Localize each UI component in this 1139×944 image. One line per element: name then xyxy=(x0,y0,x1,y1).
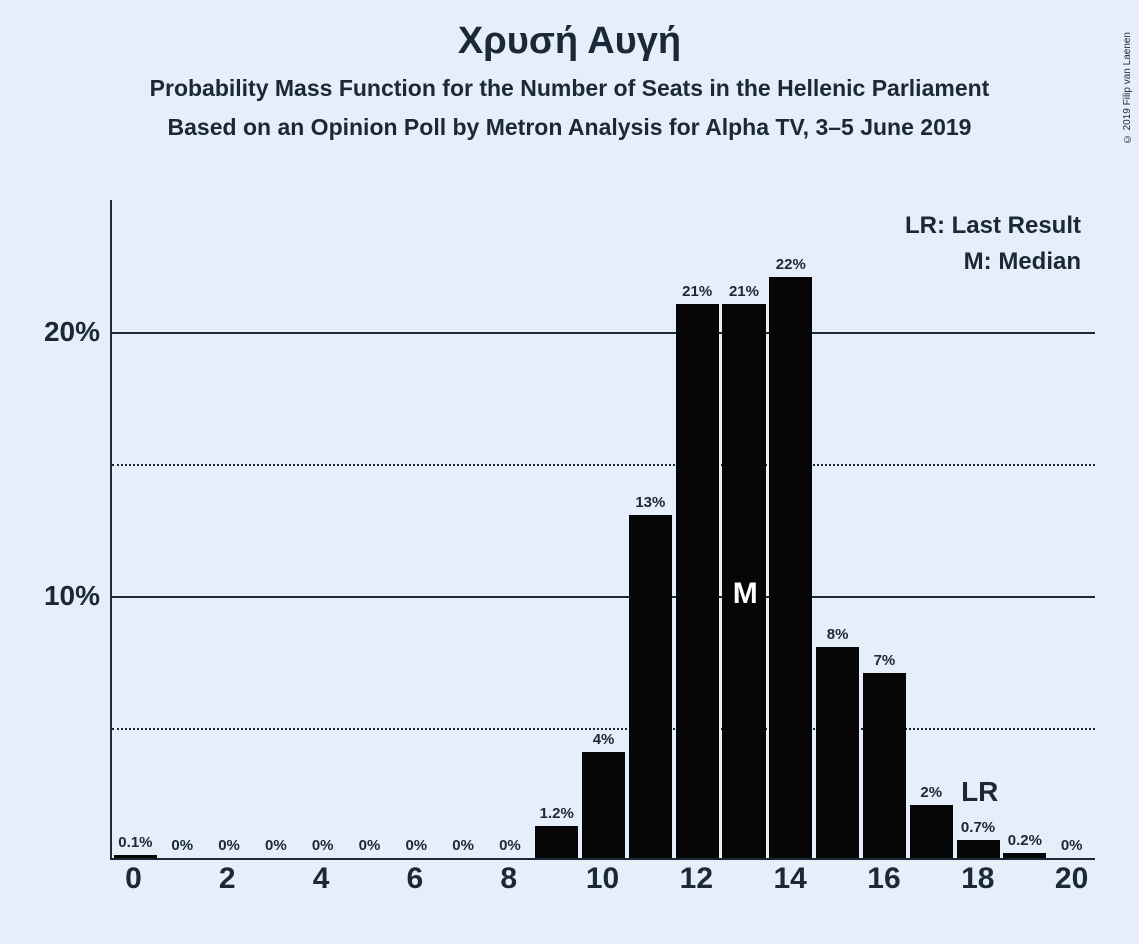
bar-slot: 0.2% xyxy=(1001,200,1048,858)
x-axis-labels: 0 2 4 6 8 10 12 14 16 18 20 xyxy=(110,862,1095,896)
x-axis-label: 14 xyxy=(767,862,814,896)
x-axis-label: 20 xyxy=(1048,862,1095,896)
chart-bars: 0.1%0%0%0%0%0%0%0%0%1.2%4%13%21%21%22%8%… xyxy=(112,200,1095,858)
bar-value-label: 0.1% xyxy=(118,834,152,851)
chart-subtitle-2: Based on an Opinion Poll by Metron Analy… xyxy=(0,114,1139,141)
x-axis-label xyxy=(532,862,579,896)
bar: 2% xyxy=(910,805,953,858)
bar: 1.2% xyxy=(535,826,578,858)
bar-value-label: 0% xyxy=(359,837,381,854)
x-axis-label xyxy=(438,862,485,896)
bar-slot: 7% xyxy=(861,200,908,858)
bar-slot: 0.7% xyxy=(955,200,1002,858)
bar-slot: 21% xyxy=(674,200,721,858)
copyright-text: © 2019 Filip van Laenen xyxy=(1122,32,1133,144)
x-axis-label xyxy=(907,862,954,896)
bar-slot: 4% xyxy=(580,200,627,858)
bar: 22% xyxy=(769,277,812,858)
bar-value-label: 0% xyxy=(452,837,474,854)
bar-slot: 0% xyxy=(299,200,346,858)
x-axis-label: 16 xyxy=(861,862,908,896)
bar: 4% xyxy=(582,752,625,858)
x-axis-label: 10 xyxy=(579,862,626,896)
x-axis-label xyxy=(814,862,861,896)
bar-slot: 0% xyxy=(159,200,206,858)
last-result-marker: LR xyxy=(961,776,998,808)
bar-slot: 0% xyxy=(206,200,253,858)
bar-slot: 0% xyxy=(346,200,393,858)
x-axis-label: 2 xyxy=(204,862,251,896)
bar-slot: 0% xyxy=(252,200,299,858)
bar: 0.2% xyxy=(1003,853,1046,858)
bar-value-label: 21% xyxy=(729,283,759,300)
x-axis-label: 6 xyxy=(391,862,438,896)
bar: 7% xyxy=(863,673,906,858)
chart-plot-area: LR: Last Result M: Median 10%20% 0.1%0%0… xyxy=(110,200,1095,860)
bar-value-label: 2% xyxy=(920,784,942,801)
bar-value-label: 0% xyxy=(265,837,287,854)
bar: 0.1% xyxy=(114,855,157,858)
bar-slot: 0% xyxy=(487,200,534,858)
median-marker: M xyxy=(733,577,758,611)
bar-value-label: 0% xyxy=(171,837,193,854)
x-axis-label: 4 xyxy=(298,862,345,896)
bar-value-label: 7% xyxy=(874,652,896,669)
bar-value-label: 0% xyxy=(312,837,334,854)
bar-slot: 0.1% xyxy=(112,200,159,858)
bar-value-label: 13% xyxy=(635,494,665,511)
bar-slot: 0% xyxy=(1048,200,1095,858)
x-axis-label xyxy=(251,862,298,896)
chart-subtitle-1: Probability Mass Function for the Number… xyxy=(0,75,1139,102)
bar-slot: 2% xyxy=(908,200,955,858)
y-axis-label: 10% xyxy=(44,580,100,612)
x-axis-label xyxy=(345,862,392,896)
y-axis-label: 20% xyxy=(44,316,100,348)
bar-value-label: 0% xyxy=(218,837,240,854)
bar-slot: 1.2% xyxy=(533,200,580,858)
x-axis-label: 8 xyxy=(485,862,532,896)
bar: 8% xyxy=(816,647,859,858)
x-axis-label: 18 xyxy=(954,862,1001,896)
chart-title: Χρυσή Αυγή xyxy=(0,20,1139,63)
x-axis-label xyxy=(720,862,767,896)
x-axis-label xyxy=(626,862,673,896)
bar-value-label: 4% xyxy=(593,731,615,748)
x-axis-label xyxy=(157,862,204,896)
bar-value-label: 0% xyxy=(1061,837,1083,854)
bar-value-label: 0% xyxy=(405,837,427,854)
bar-value-label: 0.7% xyxy=(961,819,995,836)
bar-slot: 0% xyxy=(440,200,487,858)
bar-value-label: 0% xyxy=(499,837,521,854)
bar-value-label: 21% xyxy=(682,283,712,300)
bar-slot: 0% xyxy=(393,200,440,858)
bar-value-label: 8% xyxy=(827,626,849,643)
bar: 21% xyxy=(676,304,719,858)
x-axis-label xyxy=(1001,862,1048,896)
bar: 0.7% xyxy=(957,840,1000,858)
bar: 13% xyxy=(629,515,672,858)
bar-value-label: 22% xyxy=(776,256,806,273)
bar-value-label: 1.2% xyxy=(540,805,574,822)
bar-slot: 21% xyxy=(721,200,768,858)
x-axis-label: 12 xyxy=(673,862,720,896)
bar-value-label: 0.2% xyxy=(1008,832,1042,849)
x-axis-label: 0 xyxy=(110,862,157,896)
bar-slot: 8% xyxy=(814,200,861,858)
bar-slot: 13% xyxy=(627,200,674,858)
bar-slot: 22% xyxy=(767,200,814,858)
